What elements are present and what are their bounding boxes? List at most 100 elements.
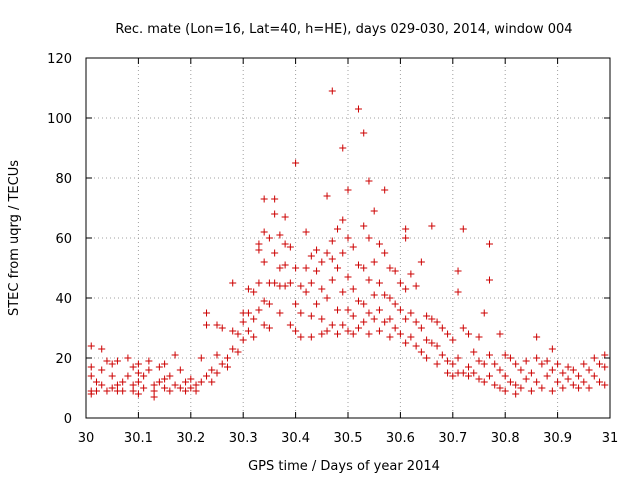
data-point: [98, 366, 106, 374]
data-point: [417, 258, 425, 266]
data-point: [438, 351, 446, 359]
data-point: [276, 231, 284, 239]
data-point: [297, 333, 305, 341]
data-point: [485, 276, 493, 284]
data-point: [98, 345, 106, 353]
data-point: [417, 324, 425, 332]
data-point: [182, 378, 190, 386]
data-point: [134, 390, 142, 398]
data-point: [569, 366, 577, 374]
data-point: [292, 300, 300, 308]
data-point: [307, 333, 315, 341]
data-point: [271, 195, 279, 203]
data-point: [239, 336, 247, 344]
data-point: [203, 321, 211, 329]
data-point: [334, 330, 342, 338]
data-point: [459, 324, 467, 332]
data-point: [87, 363, 95, 371]
data-point: [485, 351, 493, 359]
data-point: [119, 387, 127, 395]
data-point: [475, 357, 483, 365]
data-point: [260, 297, 268, 305]
data-point: [113, 357, 121, 365]
data-point: [501, 387, 509, 395]
data-point: [213, 351, 221, 359]
data-point: [223, 363, 231, 371]
data-point: [244, 285, 252, 293]
data-point: [428, 222, 436, 230]
data-point: [140, 372, 148, 380]
data-point: [323, 249, 331, 257]
data-point: [354, 261, 362, 269]
data-point: [465, 330, 473, 338]
data-point: [276, 264, 284, 272]
data-point: [349, 285, 357, 293]
data-point: [250, 333, 258, 341]
data-point: [559, 369, 567, 377]
data-point: [538, 360, 546, 368]
x-tick-label: 30.5: [334, 431, 363, 446]
data-point: [229, 345, 237, 353]
data-point: [250, 315, 258, 323]
data-point: [454, 354, 462, 362]
data-point: [161, 360, 169, 368]
data-point: [480, 378, 488, 386]
data-point: [339, 144, 347, 152]
data-point: [302, 288, 310, 296]
data-point: [527, 387, 535, 395]
data-point: [92, 378, 100, 386]
data-point: [87, 390, 95, 398]
data-point: [265, 234, 273, 242]
data-point: [407, 270, 415, 278]
data-point: [145, 366, 153, 374]
data-point: [381, 318, 389, 326]
data-point: [213, 369, 221, 377]
data-point: [276, 309, 284, 317]
data-point: [512, 381, 520, 389]
data-point: [265, 300, 273, 308]
data-point: [203, 372, 211, 380]
data-point: [229, 327, 237, 335]
data-point: [381, 249, 389, 257]
data-point: [527, 369, 535, 377]
data-point: [454, 288, 462, 296]
data-point: [213, 321, 221, 329]
data-point: [281, 213, 289, 221]
y-tick-label: 120: [47, 52, 72, 67]
data-point: [307, 279, 315, 287]
data-point: [375, 306, 383, 314]
data-point: [339, 288, 347, 296]
data-point: [281, 282, 289, 290]
data-point: [108, 372, 116, 380]
data-point: [197, 354, 205, 362]
data-point: [260, 228, 268, 236]
data-point: [145, 357, 153, 365]
data-point: [585, 366, 593, 374]
data-point: [255, 306, 263, 314]
data-point: [475, 333, 483, 341]
chart-title: Rec. mate (Lon=16, Lat=40, h=HE), days 0…: [115, 22, 572, 37]
data-point: [575, 372, 583, 380]
data-point: [334, 264, 342, 272]
data-point: [375, 327, 383, 335]
data-point: [124, 354, 132, 362]
data-point: [396, 279, 404, 287]
data-point: [297, 309, 305, 317]
data-point: [402, 315, 410, 323]
data-point: [197, 378, 205, 386]
data-point: [543, 357, 551, 365]
x-tick-label: 30.6: [386, 431, 415, 446]
data-point: [113, 381, 121, 389]
data-point: [548, 345, 556, 353]
data-point: [496, 330, 504, 338]
data-point: [522, 375, 530, 383]
data-point: [250, 288, 258, 296]
data-point: [402, 234, 410, 242]
data-point: [360, 222, 368, 230]
data-point: [318, 315, 326, 323]
x-tick-label: 31: [602, 431, 619, 446]
data-point: [491, 381, 499, 389]
data-point: [496, 384, 504, 392]
data-point: [313, 267, 321, 275]
data-point: [349, 330, 357, 338]
